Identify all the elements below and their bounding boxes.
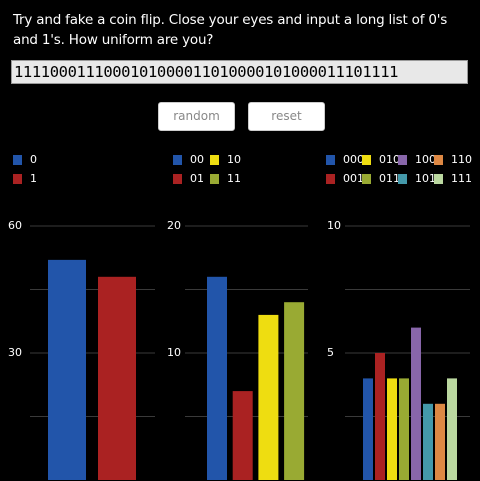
legend-label: 111 <box>451 172 472 185</box>
legend-swatch <box>13 174 22 184</box>
bar <box>411 327 421 480</box>
legend-swatch <box>434 155 443 165</box>
sequence-input[interactable]: 1111000111000101000011010000101000011101… <box>11 60 468 84</box>
legend-swatch <box>173 174 182 184</box>
reset-button[interactable]: reset <box>248 102 325 131</box>
legend-label: 1 <box>30 172 37 185</box>
y-tick-label: 60 <box>8 219 22 232</box>
bar <box>423 403 433 480</box>
legend-swatch <box>326 155 335 165</box>
legend-label: 011 <box>379 172 400 185</box>
legend-swatch <box>210 155 219 165</box>
bar <box>399 378 409 480</box>
legend-swatch <box>210 174 219 184</box>
legend-swatch <box>13 155 22 165</box>
prompt: Try and fake a coin flip. Close your eye… <box>13 12 448 48</box>
bar <box>48 259 86 480</box>
y-tick-label: 10 <box>167 346 181 359</box>
bar <box>232 391 253 480</box>
bar <box>284 302 305 480</box>
y-tick-label: 20 <box>167 219 181 232</box>
bar <box>207 276 227 480</box>
legend-swatch <box>434 174 443 184</box>
legend-label: 100 <box>415 153 436 166</box>
legend-label: 11 <box>227 172 241 185</box>
bar <box>363 378 373 480</box>
legend-label: 001 <box>343 172 364 185</box>
legend-swatch <box>362 174 371 184</box>
bar <box>435 403 445 480</box>
legend-label: 01 <box>190 172 204 185</box>
legend-label: 010 <box>379 153 400 166</box>
bar <box>387 378 397 480</box>
legend-label: 10 <box>227 153 241 166</box>
legend-swatch <box>398 174 407 184</box>
legend-label: 101 <box>415 172 436 185</box>
y-tick-label: 5 <box>327 346 334 359</box>
bar <box>375 353 385 480</box>
bar <box>447 378 457 480</box>
legend-swatch <box>398 155 407 165</box>
legend-label: 000 <box>343 153 364 166</box>
random-button[interactable]: random <box>158 102 235 131</box>
y-tick-label: 10 <box>327 219 341 232</box>
bar <box>98 276 136 480</box>
bar <box>258 314 279 480</box>
y-tick-label: 30 <box>8 346 22 359</box>
legend-label: 0 <box>30 153 37 166</box>
legend-label: 00 <box>190 153 204 166</box>
legend-label: 110 <box>451 153 472 166</box>
legend-swatch <box>362 155 371 165</box>
legend-swatch <box>326 174 335 184</box>
legend-swatch <box>173 155 182 165</box>
